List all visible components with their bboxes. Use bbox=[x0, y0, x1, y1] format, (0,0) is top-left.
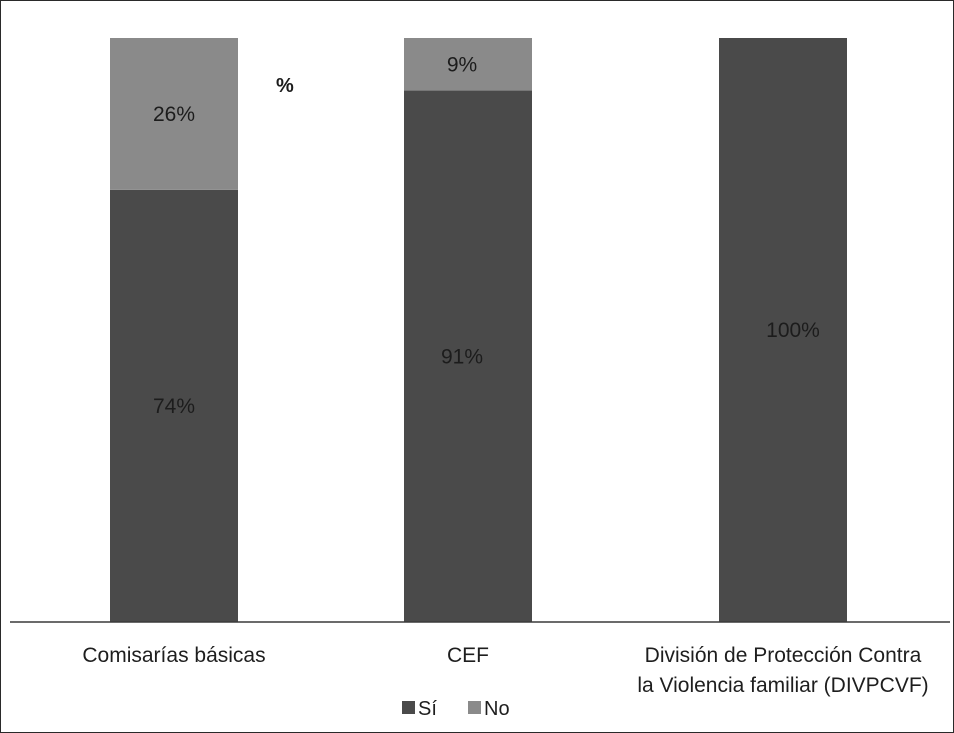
bar-segment-si-3 bbox=[719, 38, 847, 622]
legend-swatch-no bbox=[468, 701, 481, 714]
bar-segment-no-2 bbox=[404, 38, 532, 91]
bar-segment-si-2 bbox=[404, 90, 532, 622]
category-label-2: CEF bbox=[447, 644, 489, 667]
labels-layer: 74% 26% Comisarías básicas 91% 9% CEF 100% Divi… bbox=[82, 53, 928, 697]
bars-layer bbox=[110, 38, 847, 622]
category-label-1: Comisarías básicas bbox=[82, 644, 265, 667]
bar-segment-no-1 bbox=[110, 38, 238, 190]
unit-label: % bbox=[276, 75, 294, 97]
data-label-si-2: 91% bbox=[441, 345, 483, 368]
legend-label-no: No bbox=[484, 698, 510, 720]
legend-swatch-si bbox=[402, 701, 415, 714]
category-label-3-line-2: la Violencia familiar (DIVPCVF) bbox=[637, 674, 928, 697]
bar-segment-si-1 bbox=[110, 189, 238, 622]
data-label-no-2: 9% bbox=[447, 53, 477, 76]
legend-label-si: Sí bbox=[418, 698, 437, 720]
data-label-si-1: 74% bbox=[153, 395, 195, 418]
category-label-3-line-1: División de Protección Contra bbox=[645, 644, 922, 667]
data-label-no-1: 26% bbox=[153, 103, 195, 126]
data-label-si-3: 100% bbox=[766, 319, 820, 342]
legend: Sí No bbox=[402, 698, 510, 720]
